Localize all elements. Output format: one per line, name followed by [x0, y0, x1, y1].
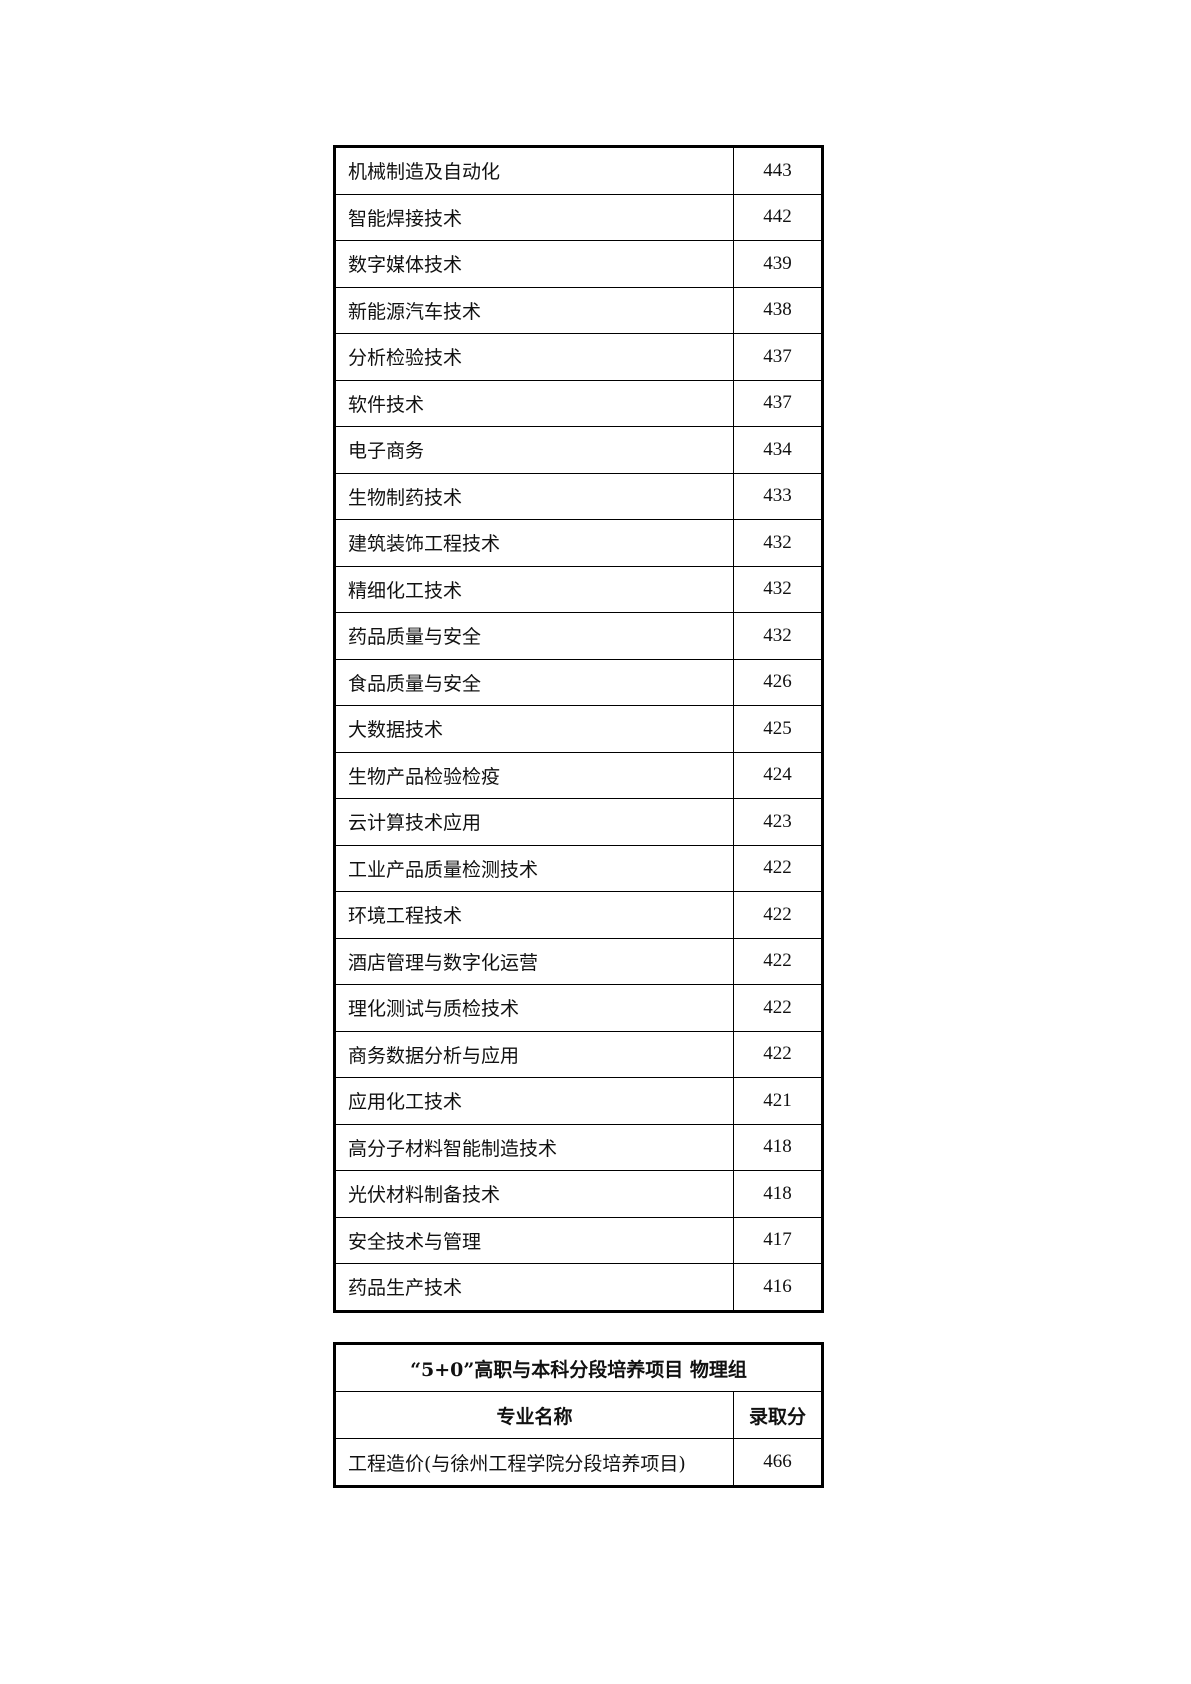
score: 422 — [733, 891, 823, 939]
major-name: 应用化工技术 — [334, 1077, 734, 1125]
score: 426 — [733, 658, 823, 706]
score: 422 — [733, 1030, 823, 1078]
major-name: 分析检验技术 — [334, 333, 734, 381]
major-name: 软件技术 — [334, 379, 734, 427]
table-row: 分析检验技术 437 — [334, 333, 823, 381]
table-title-row: “5+0”高职与本科分段培养项目 物理组 — [334, 1343, 823, 1392]
major-name: 数字媒体技术 — [334, 240, 734, 288]
table-header-row: 专业名称 录取分 — [334, 1391, 823, 1439]
major-name: 新能源汽车技术 — [334, 286, 734, 334]
table-row: 安全技术与管理 417 — [334, 1216, 823, 1264]
score: 425 — [733, 705, 823, 753]
table-row: 工业产品质量检测技术 422 — [334, 844, 823, 892]
score: 432 — [733, 519, 823, 567]
major-name: 食品质量与安全 — [334, 658, 734, 706]
table-row: 药品质量与安全 432 — [334, 612, 823, 660]
table-row: 新能源汽车技术 438 — [334, 286, 823, 334]
major-name: 建筑装饰工程技术 — [334, 519, 734, 567]
score: 424 — [733, 751, 823, 799]
score: 434 — [733, 426, 823, 474]
major-name: 工程造价(与徐州工程学院分段培养项目) — [334, 1438, 734, 1487]
major-name: 工业产品质量检测技术 — [334, 844, 734, 892]
score: 423 — [733, 798, 823, 846]
table-row: 数字媒体技术 439 — [334, 240, 823, 288]
table-row: 大数据技术 425 — [334, 705, 823, 753]
score: 437 — [733, 379, 823, 427]
major-name: 高分子材料智能制造技术 — [334, 1123, 734, 1171]
major-name: 生物制药技术 — [334, 472, 734, 520]
score: 432 — [733, 565, 823, 613]
major-name: 药品质量与安全 — [334, 612, 734, 660]
table-row: 精细化工技术 432 — [334, 565, 823, 613]
major-name: 生物产品检验检疫 — [334, 751, 734, 799]
table-row: 云计算技术应用 423 — [334, 798, 823, 846]
major-name: 精细化工技术 — [334, 565, 734, 613]
table-row: 智能焊接技术 442 — [334, 193, 823, 241]
table-row: 食品质量与安全 426 — [334, 658, 823, 706]
segmented-program-table: “5+0”高职与本科分段培养项目 物理组 专业名称 录取分 工程造价(与徐州工程… — [333, 1342, 824, 1488]
score: 439 — [733, 240, 823, 288]
table-row: 机械制造及自动化 443 — [334, 146, 823, 195]
score: 433 — [733, 472, 823, 520]
major-name: 环境工程技术 — [334, 891, 734, 939]
header-score: 录取分 — [733, 1391, 823, 1439]
table-row: 生物制药技术 433 — [334, 472, 823, 520]
score: 418 — [733, 1170, 823, 1218]
major-name: 机械制造及自动化 — [334, 146, 734, 195]
score: 418 — [733, 1123, 823, 1171]
table-row: 工程造价(与徐州工程学院分段培养项目) 466 — [334, 1438, 823, 1487]
score: 442 — [733, 193, 823, 241]
major-name: 商务数据分析与应用 — [334, 1030, 734, 1078]
score: 422 — [733, 937, 823, 985]
table-row: 商务数据分析与应用 422 — [334, 1030, 823, 1078]
table-row: 软件技术 437 — [334, 379, 823, 427]
major-name: 药品生产技术 — [334, 1263, 734, 1312]
table-row: 光伏材料制备技术 418 — [334, 1170, 823, 1218]
major-name: 云计算技术应用 — [334, 798, 734, 846]
score: 432 — [733, 612, 823, 660]
score: 421 — [733, 1077, 823, 1125]
major-name: 安全技术与管理 — [334, 1216, 734, 1264]
table-row: 电子商务 434 — [334, 426, 823, 474]
score: 437 — [733, 333, 823, 381]
score: 417 — [733, 1216, 823, 1264]
score: 422 — [733, 844, 823, 892]
major-name: 酒店管理与数字化运营 — [334, 937, 734, 985]
major-name: 智能焊接技术 — [334, 193, 734, 241]
table-row: 环境工程技术 422 — [334, 891, 823, 939]
score: 466 — [733, 1438, 823, 1487]
score: 416 — [733, 1263, 823, 1312]
table-row: 高分子材料智能制造技术 418 — [334, 1123, 823, 1171]
header-major-name: 专业名称 — [334, 1391, 734, 1439]
table-row: 酒店管理与数字化运营 422 — [334, 937, 823, 985]
table-title: “5+0”高职与本科分段培养项目 物理组 — [334, 1343, 823, 1392]
table-row: 生物产品检验检疫 424 — [334, 751, 823, 799]
table-row: 药品生产技术 416 — [334, 1263, 823, 1312]
major-name: 电子商务 — [334, 426, 734, 474]
score: 422 — [733, 984, 823, 1032]
major-name: 光伏材料制备技术 — [334, 1170, 734, 1218]
score: 438 — [733, 286, 823, 334]
table-row: 理化测试与质检技术 422 — [334, 984, 823, 1032]
major-name: 理化测试与质检技术 — [334, 984, 734, 1032]
score: 443 — [733, 146, 823, 195]
major-name: 大数据技术 — [334, 705, 734, 753]
table-row: 建筑装饰工程技术 432 — [334, 519, 823, 567]
table-row: 应用化工技术 421 — [334, 1077, 823, 1125]
admission-score-table: 机械制造及自动化 443 智能焊接技术 442 数字媒体技术 439 新能源汽车技术 438 分… — [333, 145, 824, 1313]
